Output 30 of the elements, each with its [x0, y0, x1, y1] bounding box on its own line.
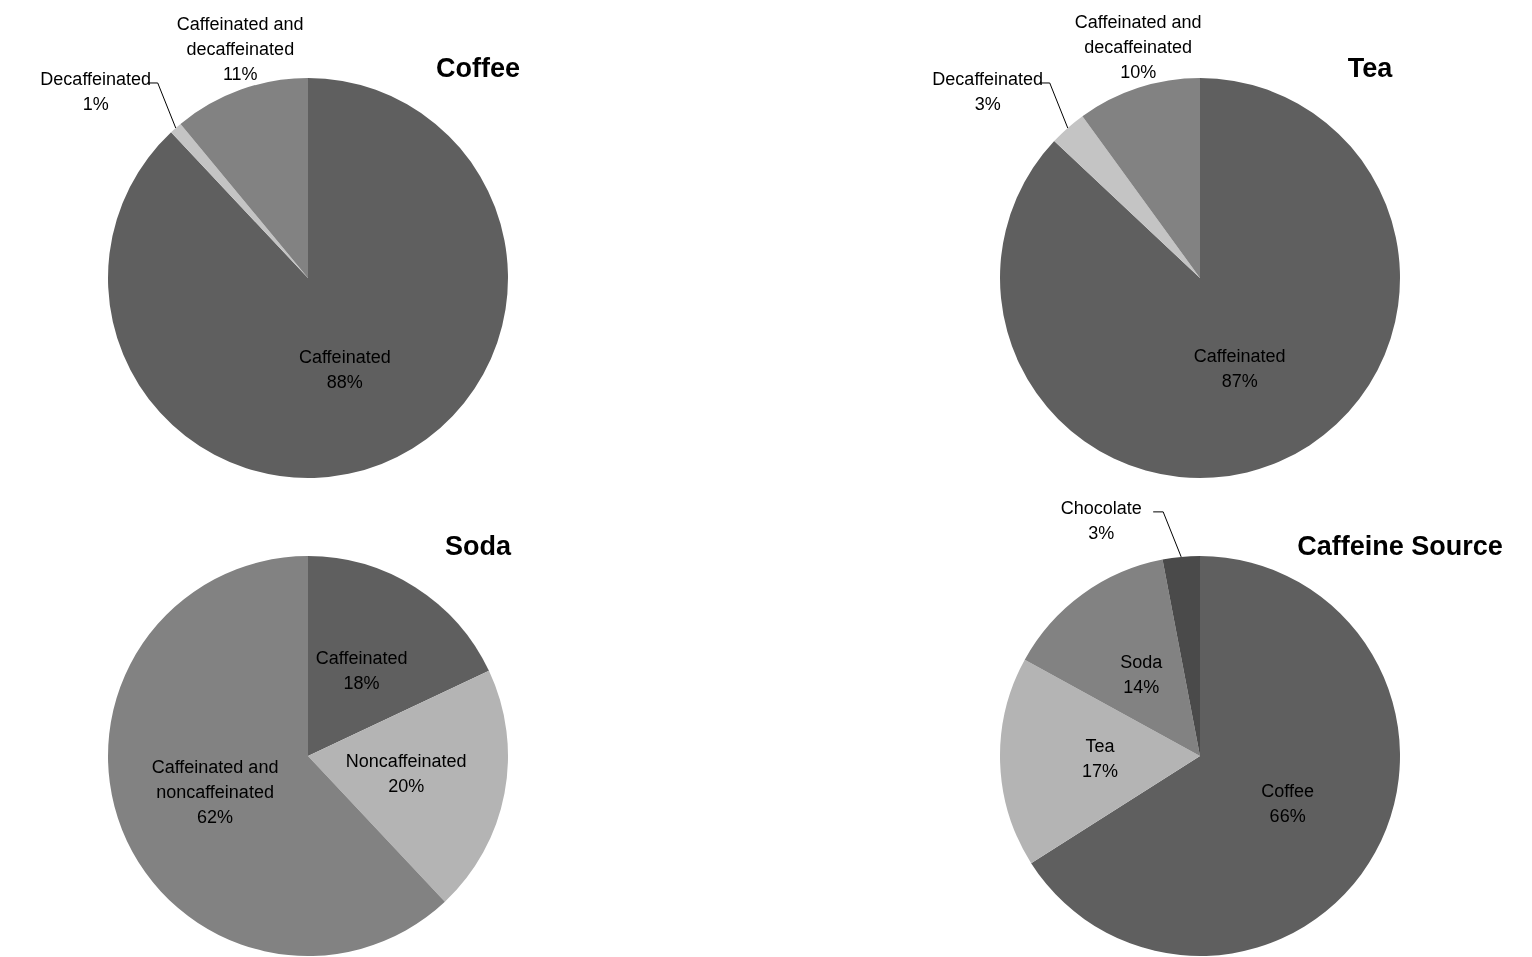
- slice-label: Caffeinated: [1193, 346, 1286, 367]
- slice-label: Decaffeinated: [932, 69, 1044, 90]
- data-label: 3%: [974, 94, 1001, 115]
- slice-label: Decaffeinated: [40, 69, 152, 90]
- data-label: 20%: [388, 776, 425, 797]
- data-label: 87%: [1221, 371, 1258, 392]
- data-label: 62%: [197, 806, 234, 827]
- data-label: 10%: [1120, 62, 1157, 83]
- data-label: 18%: [343, 673, 380, 694]
- slice-label: Caffeinated and decaffeinated: [1074, 12, 1202, 58]
- slice-label: Caffeinated and noncaffeinated: [151, 756, 279, 802]
- text: Caffeine Source: [1297, 531, 1503, 562]
- text: Coffee: [435, 53, 521, 84]
- slice-label: Caffeinated and decaffeinated: [176, 14, 304, 60]
- slice-label: Chocolate: [1060, 498, 1142, 519]
- data-label: 11%: [222, 64, 258, 85]
- data-label: 88%: [326, 372, 363, 393]
- data-label: 66%: [1269, 805, 1306, 826]
- text: Tea: [1347, 53, 1394, 84]
- slice-label: Tea: [1085, 735, 1116, 756]
- slice-label: Caffeinated: [298, 347, 391, 368]
- data-label: 17%: [1082, 760, 1119, 781]
- data-label: 14%: [1123, 676, 1160, 697]
- data-label: 1%: [82, 94, 109, 115]
- data-label: 3%: [1088, 523, 1115, 544]
- slice-label: Soda: [1120, 651, 1164, 672]
- chart-title: Soda: [444, 531, 512, 562]
- slice-label: Caffeinated: [315, 648, 408, 669]
- slice-label: Noncaffeinated: [345, 751, 467, 772]
- slice-label: Coffee: [1261, 780, 1314, 801]
